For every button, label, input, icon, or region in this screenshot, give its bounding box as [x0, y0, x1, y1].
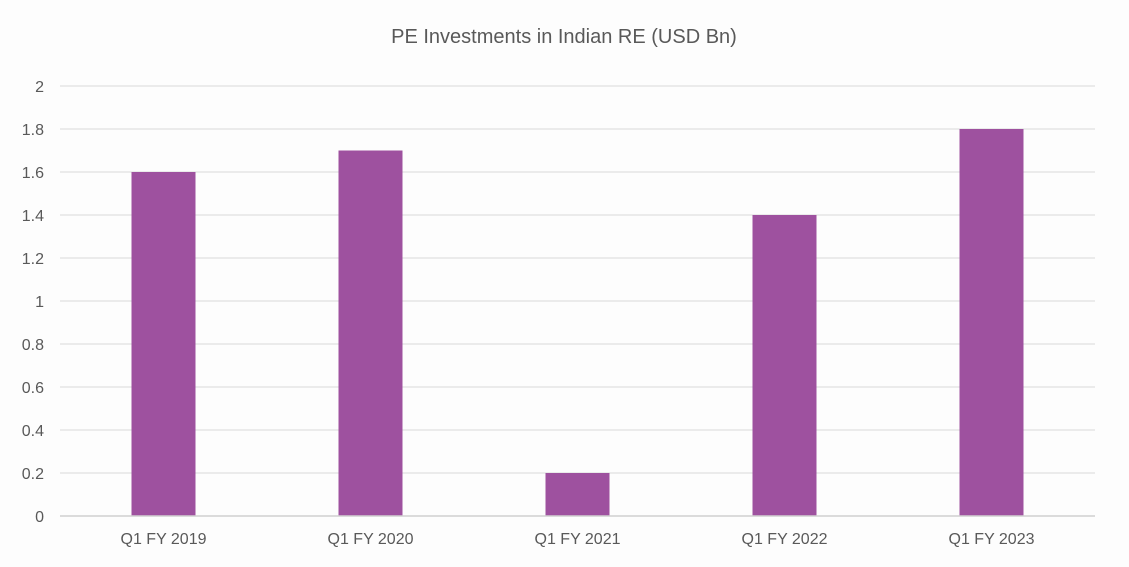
y-tick-label: 1.6: [22, 165, 44, 182]
y-axis-tick-labels: 0 0.2 0.4 0.6 0.8 1 1.2 1.4 1.6 1.8 2: [22, 79, 44, 526]
y-tick-label: 1.2: [22, 251, 44, 268]
y-tick-label: 1.4: [22, 208, 44, 225]
x-axis-tick-labels: Q1 FY 2019 Q1 FY 2020 Q1 FY 2021 Q1 FY 2022…: [121, 531, 1035, 548]
y-tick-label: 1: [35, 294, 44, 311]
x-tick-label: Q1 FY 2022: [742, 531, 828, 548]
bar: [131, 172, 196, 516]
chart-title: PE Investments in Indian RE (USD Bn): [391, 26, 737, 48]
bars: [131, 129, 1024, 516]
y-tick-label: 0.2: [22, 466, 44, 483]
y-tick-label: 1.8: [22, 122, 44, 139]
y-tick-label: 0.8: [22, 337, 44, 354]
x-tick-label: Q1 FY 2019: [121, 531, 207, 548]
bar: [545, 473, 610, 516]
x-tick-label: Q1 FY 2021: [535, 531, 621, 548]
y-tick-label: 0.6: [22, 380, 44, 397]
gridlines: [60, 85, 1095, 474]
y-tick-label: 0: [35, 509, 44, 526]
y-tick-label: 2: [35, 79, 44, 96]
y-tick-label: 0.4: [22, 423, 44, 440]
x-tick-label: Q1 FY 2020: [328, 531, 414, 548]
bar: [338, 150, 403, 516]
bar: [959, 129, 1024, 516]
x-tick-label: Q1 FY 2023: [949, 531, 1035, 548]
bar: [752, 215, 817, 516]
